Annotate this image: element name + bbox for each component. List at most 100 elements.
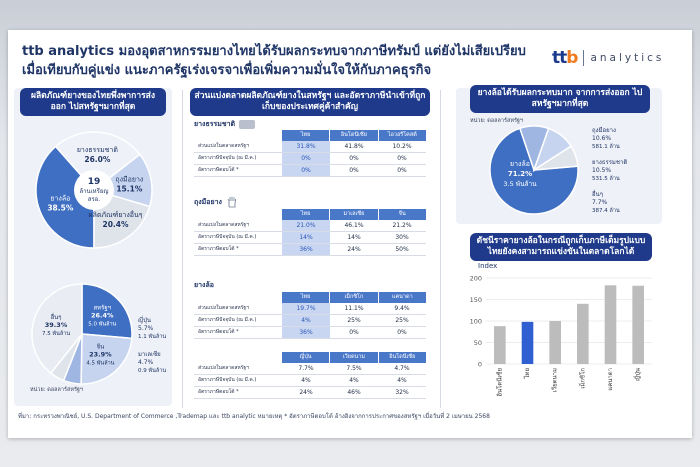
row-label: ส่วนแบ่งในตลาดสหรัฐฯ	[198, 305, 249, 311]
tariff-table-3: ญี่ปุ่น เวียดนาม อินโดนีเซีย ส่วนแบ่งในตลาด…	[194, 352, 426, 399]
bar-xlabel-4: แคนาดา	[607, 368, 614, 391]
table-cell: 46.1%	[344, 222, 364, 229]
table-cell: 7.5%	[346, 365, 362, 372]
pie-slice-1	[54, 131, 141, 192]
logo-text: analytics	[590, 52, 665, 64]
pie1-center-unit: ล้านเหรียญ	[79, 187, 108, 195]
column-header-0: ไทย	[280, 130, 330, 141]
table-cell: 0%	[282, 165, 330, 176]
pie2-sub-1: 4.5 พันล้าน	[86, 359, 114, 366]
column-header-1: มาเลเซีย	[329, 209, 378, 220]
table-cell: 4%	[397, 377, 407, 384]
section-natural-rubber: ยางธรรมชาติ	[194, 119, 256, 130]
row-label: อัตราภาษีปัจจุบัน (ณ มี.ค.)	[198, 377, 257, 383]
table-cell: 0%	[349, 329, 359, 336]
column-header-0: ญี่ปุ่น	[280, 352, 330, 363]
bar-ytick-0: 0	[478, 361, 482, 369]
tariff-table-0: ไทย อินโดนีเซีย ไอวอรีโคสต์ ส่วนแบ่งในตลาดส…	[194, 130, 426, 177]
pie1-value-1: 26.0%	[84, 155, 111, 164]
pie2-value-2: 5.7%	[138, 325, 154, 332]
pie3-sub-2: 531.5 ล้าน	[592, 175, 620, 182]
table-cell: 30%	[395, 234, 409, 241]
table-row: อัตราภาษีปัจจุบัน (ณ มี.ค.) 0% 0% 0%	[194, 153, 426, 165]
pie2-value-3: 4.7%	[138, 359, 154, 366]
table-cell: 50%	[395, 246, 409, 253]
column-header-2: อินโดนีเซีย	[377, 352, 426, 363]
table-cell: 10.2%	[392, 143, 412, 150]
table-cell: 21.0%	[282, 220, 330, 231]
row-label: อัตราภาษีตอบโต้ *	[198, 246, 239, 252]
right-unit-note: หน่วย: ดอลลาร์สหรัฐฯ	[470, 118, 524, 124]
table-cell: 24%	[347, 246, 361, 253]
table-cell: 11.1%	[344, 305, 364, 312]
pie-slice-3	[533, 145, 579, 171]
row-label: ส่วนแบ่งในตลาดสหรัฐฯ	[198, 222, 249, 228]
pie3-label-2: ยางธรรมชาติ	[592, 159, 627, 166]
column-header-0: ไทย	[280, 209, 330, 220]
bar-ytick-1: 50	[474, 339, 482, 347]
ttb-logo: ttb analytics	[552, 48, 664, 68]
table-header: ไทย มาเลเซีย จีน	[194, 209, 426, 220]
column-header-2: แคนาดา	[377, 292, 426, 303]
table-row: อัตราภาษีตอบโต้ * 36% 0% 0%	[194, 327, 426, 339]
pie-slice-0	[35, 145, 95, 249]
table-cell: 32%	[395, 389, 409, 396]
pie3-sub-1: 581.1 ล้าน	[592, 143, 620, 150]
pie1-center-unit2: สรอ.	[88, 196, 100, 203]
section-tires: ยางล้อ	[194, 281, 214, 289]
bar-xlabel-3: เม็กซิโก	[577, 368, 586, 389]
row-label: อัตราภาษีปัจจุบัน (ณ มี.ค.)	[198, 155, 257, 161]
table-cell: 4%	[349, 377, 359, 384]
table-row: ส่วนแบ่งในตลาดสหรัฐฯ 7.7% 7.5% 4.7%	[194, 363, 426, 375]
table-row: อัตราภาษีปัจจุบัน (ณ มี.ค.) 4% 4% 4%	[194, 375, 426, 387]
pie-slice-4	[31, 283, 83, 375]
table-row: อัตราภาษีปัจจุบัน (ณ มี.ค.) 4% 25% 25%	[194, 315, 426, 327]
pie2-label-0: สหรัฐฯ	[94, 304, 112, 311]
bar-ytick-3: 150	[470, 296, 482, 304]
glove-icon	[227, 196, 236, 208]
table-row: อัตราภาษีปัจจุบัน (ณ มี.ค.) 14% 14% 30%	[194, 232, 426, 244]
column-header-1: เวียดนาม	[329, 352, 378, 363]
pie1-label-1: ยางธรรมชาติ	[77, 146, 119, 154]
table-row: ส่วนแบ่งในตลาดสหรัฐฯ 21.0% 46.1% 21.2%	[194, 220, 426, 232]
pie3-sub-0: 3.5 พันล้าน	[503, 180, 537, 188]
bar-ytick-4: 200	[470, 275, 482, 283]
table-header: ญี่ปุ่น เวียดนาม อินโดนีเซีย	[194, 352, 426, 363]
bar-xlabel-2: เวียดนาม	[551, 368, 559, 392]
table-row: อัตราภาษีตอบโต้ * 24% 46% 32%	[194, 387, 426, 399]
logo-divider	[583, 50, 585, 66]
column-header-0: ไทย	[280, 292, 330, 303]
table-cell: 41.8%	[344, 143, 364, 150]
table-cell: 25%	[395, 317, 409, 324]
left-panel-title: ผลิตภัณฑ์ยางของไทยพึ่งพาการส่งออก ไปสหรั…	[20, 88, 166, 116]
export-product-pie: ยางล้อ38.5% ยางธรรมชาติ26.0% ถุงมือยาง15.1…	[35, 131, 153, 249]
headline-line1: ttb analytics มองอุตสาหกรรมยางไทยได้รับผ…	[22, 44, 526, 59]
divider-left	[182, 90, 183, 408]
pie1-value-0: 38.5%	[47, 204, 74, 213]
table-cell: 36%	[282, 244, 330, 255]
table-cell: 7.7%	[298, 365, 314, 372]
table-row: ส่วนแบ่งในตลาดสหรัฐฯ 31.8% 41.8% 10.2%	[194, 141, 426, 153]
pie-slice-1	[80, 333, 133, 385]
pie3-label-1: ถุงมือยาง	[592, 126, 616, 134]
table-cell: 0%	[282, 153, 330, 164]
pie2-sub-3: 0.9 พันล้าน	[138, 367, 166, 374]
pie1-label-3: ผลิตภัณฑ์ยางอื่นๆ	[88, 210, 142, 219]
row-label: อัตราภาษีตอบโต้ *	[198, 329, 239, 335]
pie1-label-0: ยางล้อ	[50, 195, 70, 203]
pie-slice-0	[81, 283, 133, 340]
table-cell: 0%	[397, 329, 407, 336]
row-label: อัตราภาษีปัจจุบัน (ณ มี.ค.)	[198, 234, 257, 240]
pie2-value-4: 39.3%	[45, 321, 68, 329]
right-top-title: ยางล้อได้รับผลกระทบมาก จากการส่งออก ไปสห…	[470, 85, 650, 113]
middle-panel-title: ส่วนแบ่งตลาดผลิตภัณฑ์ยางในสหรัฐฯ และอัตร…	[190, 88, 430, 116]
pie2-sub-0: 5.0 พันล้าน	[88, 320, 116, 327]
pie2-value-0: 26.4%	[91, 311, 114, 319]
table-header: ไทย เม็กซิโก แคนาดา	[194, 292, 426, 303]
table-cell: 4%	[282, 315, 330, 326]
table-cell: 14%	[347, 234, 361, 241]
table-cell: 46%	[347, 389, 361, 396]
pie3-value-2: 10.5%	[592, 167, 611, 174]
table-cell: 4%	[301, 377, 311, 384]
